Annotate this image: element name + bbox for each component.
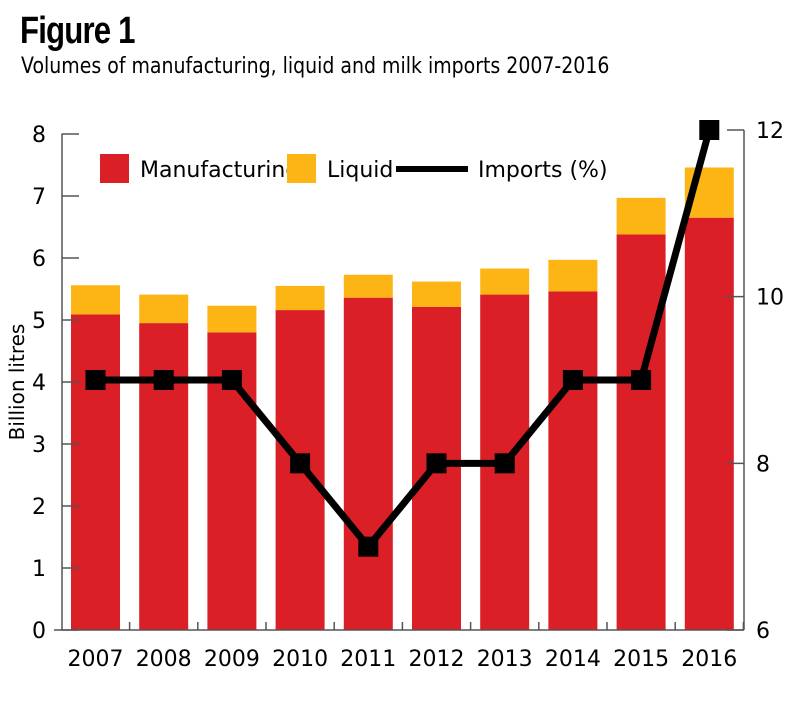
x-tick-label: 2012: [409, 647, 465, 672]
imports-marker-2016: [699, 120, 720, 140]
bar-liquid-2015: [616, 197, 666, 235]
x-tick-label: 2007: [68, 647, 124, 672]
bar-liquid-2013: [480, 268, 530, 295]
y-tick-label-right: 6: [756, 619, 770, 644]
y-tick-label-left: 3: [32, 433, 46, 458]
y-tick-label-left: 2: [32, 495, 46, 520]
x-tick-label: 2016: [681, 647, 737, 672]
x-tick-label: 2015: [613, 647, 669, 672]
imports-marker-2007: [85, 370, 106, 390]
imports-marker-2009: [221, 370, 242, 390]
imports-marker-2014: [562, 370, 583, 390]
x-tick-label: 2014: [545, 647, 601, 672]
legend-swatch-liquid: [287, 154, 316, 183]
bar-liquid-2007: [71, 285, 120, 315]
bar-manufacturing-2011: [343, 297, 393, 630]
imports-marker-2011: [358, 536, 379, 557]
y-tick-label-right: 8: [756, 452, 770, 477]
imports-line: [95, 129, 713, 553]
legend-label-manufacturing: Manufacturing: [140, 158, 299, 183]
y-tick-label-left: 4: [32, 371, 46, 396]
bars-layer: [71, 167, 734, 630]
x-tick-label: 2008: [136, 647, 192, 672]
x-tick-label: 2011: [340, 647, 396, 672]
imports-marker-2008: [153, 370, 174, 390]
y-tick-label-right: 10: [756, 286, 784, 311]
bar-liquid-2009: [207, 305, 257, 333]
y-tick-label-left: 8: [32, 123, 46, 148]
bar-liquid-2010: [275, 285, 325, 311]
imports-marker-2010: [290, 453, 311, 474]
bar-liquid-2011: [343, 274, 393, 298]
chart-subtitle: Volumes of manufacturing, liquid and mil…: [21, 54, 610, 79]
bar-manufacturing-2008: [139, 323, 189, 630]
legend-label-liquid: Liquid: [327, 158, 393, 183]
y-tick-label-right: 12: [756, 119, 784, 144]
figure-label: Figure 1: [20, 10, 135, 52]
y-axis-title: Billion litres: [5, 324, 29, 441]
y-tick-label-left: 5: [32, 309, 46, 334]
x-tick-label: 2013: [477, 647, 533, 672]
y-tick-label-left: 7: [32, 185, 46, 210]
y-tick-label-left: 0: [32, 619, 46, 644]
legend-label-imports: Imports (%): [478, 158, 608, 183]
imports-marker-2012: [426, 453, 447, 474]
bar-manufacturing-2016: [684, 217, 734, 630]
x-tick-label: 2010: [272, 647, 328, 672]
y-tick-label-left: 1: [32, 557, 46, 582]
imports-line-layer: [85, 120, 720, 557]
bar-manufacturing-2015: [616, 234, 666, 630]
bar-liquid-2008: [139, 294, 189, 324]
bar-liquid-2014: [548, 259, 598, 292]
imports-marker-2013: [494, 453, 515, 474]
legend: Manufacturing Liquid Imports (%): [100, 154, 608, 183]
bar-manufacturing-2014: [548, 291, 598, 630]
imports-marker-2015: [631, 370, 652, 390]
bar-liquid-2012: [412, 281, 461, 307]
legend-swatch-manufacturing: [100, 154, 129, 183]
bar-manufacturing-2007: [71, 314, 120, 630]
x-tick-label: 2009: [204, 647, 260, 672]
y-tick-label-left: 6: [32, 247, 46, 272]
axes-layer: 2007 2008 2009 2010 2011 2012 2013 2014 2015 2016…: [32, 119, 784, 672]
